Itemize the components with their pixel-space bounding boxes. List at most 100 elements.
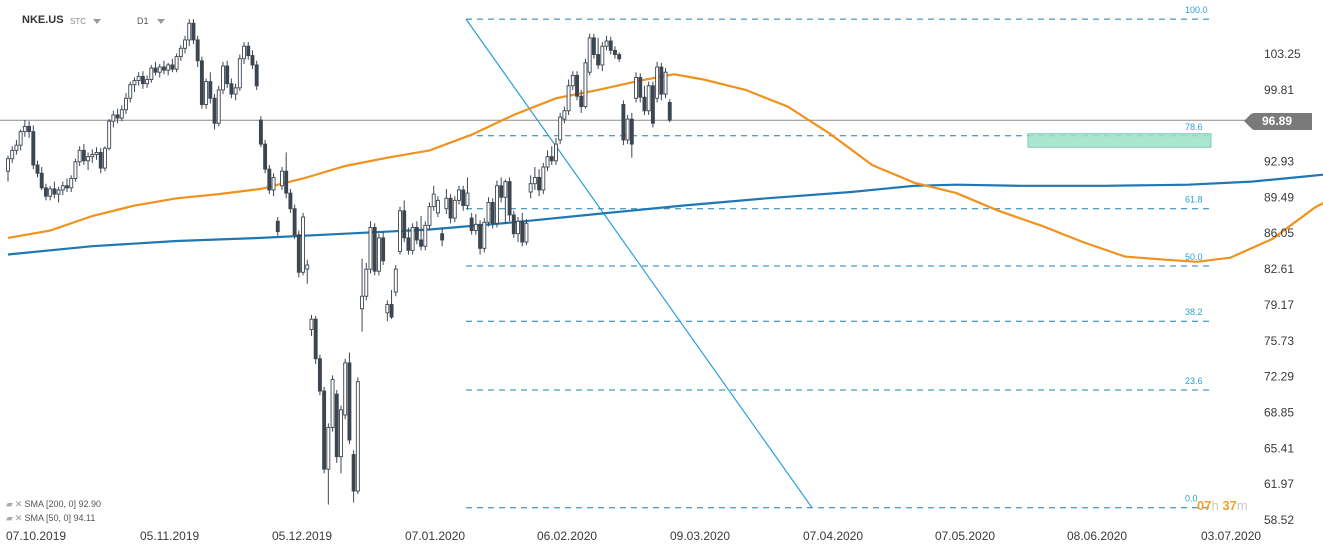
candle-body (111, 114, 116, 122)
last-price-badge: 96.89 (1244, 113, 1312, 130)
candle-body (406, 237, 411, 251)
candle-body (419, 239, 424, 247)
candle-body (625, 118, 630, 141)
candle-body (473, 223, 478, 232)
legend-eye-icon[interactable]: ▰ (6, 513, 13, 523)
candle-body (410, 227, 415, 251)
indicator-legend-sma200[interactable]: ▰ ✕ SMA [200, 0] 92.90 (6, 499, 101, 510)
candle-body (558, 116, 563, 141)
remove-indicator-icon[interactable]: ✕ (14, 499, 23, 509)
candle-body (191, 22, 196, 41)
candle-body (667, 101, 672, 121)
candle-body (246, 45, 251, 57)
candle-body (520, 220, 525, 243)
candle-body (583, 62, 588, 108)
candle-body (385, 304, 390, 314)
candle-body (128, 84, 133, 99)
y-axis-tick-label: 72.29 (1264, 370, 1294, 384)
candle-body (347, 362, 352, 441)
candle-body (10, 149, 15, 160)
candle-body (48, 188, 53, 197)
candle-body (216, 89, 221, 124)
candle-body (166, 64, 171, 71)
candle-body (86, 156, 91, 162)
candle-body (242, 45, 246, 60)
candle-body (570, 74, 575, 87)
candle-body (355, 381, 360, 492)
y-axis-tick-label: 92.93 (1264, 155, 1294, 169)
y-axis-tick-label: 82.61 (1264, 262, 1294, 276)
candle-body (330, 379, 335, 428)
candle-body (195, 39, 200, 62)
fib-level-label: 0.0 (1185, 494, 1198, 504)
candle-body (77, 149, 82, 163)
candle-body (575, 74, 579, 97)
candle-body (494, 185, 499, 224)
candle-body (364, 268, 369, 297)
fibonacci-retracement[interactable]: 100.0 78.6 61.8 50.0 38.2 23.6 0.0 (466, 5, 1212, 509)
candle-body (98, 152, 103, 169)
candle-body (414, 227, 419, 241)
candle-body (469, 217, 474, 232)
candle-body (263, 143, 268, 170)
y-axis-tick-label: 79.17 (1264, 298, 1294, 312)
candle-body (634, 76, 638, 99)
x-axis-tick-label: 07.05.2020 (935, 529, 995, 543)
candle-body (448, 197, 453, 219)
candle-body (250, 55, 255, 66)
candle-body (389, 304, 394, 318)
candle-body (183, 39, 187, 49)
y-axis-tick-label: 103.25 (1264, 47, 1301, 61)
candle-body (646, 85, 651, 112)
candle-body (465, 192, 470, 207)
candle-body (457, 189, 461, 201)
symbol-label[interactable]: NKE.US (22, 14, 64, 26)
candle-body (14, 144, 19, 151)
candle-body (655, 66, 660, 99)
fib-level-label: 78.6 (1185, 122, 1203, 132)
candle-body (499, 185, 504, 198)
timeframe-dropdown-chevron-icon[interactable] (157, 19, 165, 24)
fib-level-label: 100.0 (1185, 5, 1208, 15)
candle-body (659, 66, 664, 95)
candle-body (613, 49, 617, 55)
indicator-legend-sma50[interactable]: ▰ ✕ SMA [50, 0] 94.11 (6, 513, 95, 524)
countdown-minutes-unit: m (1236, 498, 1248, 513)
remove-indicator-icon[interactable]: ✕ (14, 513, 23, 523)
candle-body (237, 58, 242, 89)
y-axis-tick-label: 61.97 (1264, 477, 1294, 491)
candle-body (221, 65, 225, 91)
timeframe-label[interactable]: D1 (137, 16, 149, 26)
sma200-legend-text: SMA [200, 0] 92.90 (24, 499, 102, 509)
candle-body (229, 83, 234, 95)
candle-body (22, 125, 27, 133)
candle-body (528, 183, 533, 193)
sma50-line (7, 73, 1323, 263)
candle-body (642, 96, 647, 112)
fib-level-label: 61.8 (1185, 195, 1203, 205)
candle-body (284, 170, 289, 194)
legend-eye-icon[interactable]: ▰ (6, 499, 13, 509)
candle-body (545, 156, 550, 168)
candle-body (233, 87, 238, 95)
type-dropdown-chevron-icon[interactable] (93, 19, 101, 24)
candle-body (360, 295, 365, 310)
candle-body (478, 223, 483, 249)
candle-body (532, 177, 537, 185)
support-zone-group (1027, 133, 1212, 148)
fib-level-label: 23.6 (1185, 376, 1203, 386)
candle-body (90, 154, 95, 158)
candle-body (309, 318, 314, 331)
instrument-type-label[interactable]: STC (70, 17, 86, 26)
x-axis-tick-label: 07.04.2020 (803, 529, 863, 543)
candle-body (629, 118, 634, 145)
last-price-value: 96.89 (1262, 114, 1293, 128)
candle-body (199, 60, 204, 105)
candle-body (162, 66, 166, 71)
candle-body (65, 185, 69, 189)
candle-body (368, 227, 373, 270)
candle-body (663, 71, 668, 95)
candle-body (507, 181, 512, 216)
candle-body (140, 75, 145, 85)
